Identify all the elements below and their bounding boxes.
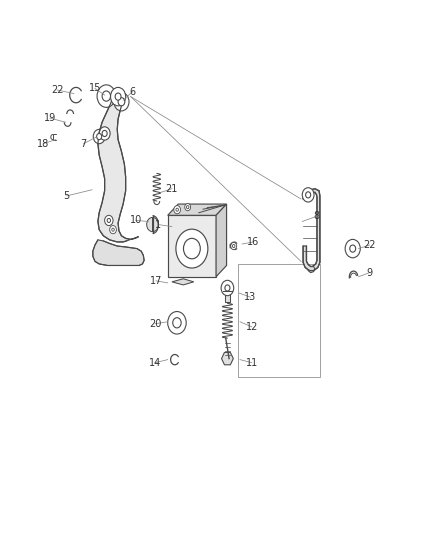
Circle shape <box>345 239 360 258</box>
Circle shape <box>187 206 189 209</box>
Circle shape <box>102 131 107 136</box>
Text: 22: 22 <box>363 240 376 250</box>
Circle shape <box>114 93 129 111</box>
Wedge shape <box>147 217 159 232</box>
Circle shape <box>176 229 208 268</box>
Polygon shape <box>93 240 144 265</box>
Circle shape <box>306 192 311 198</box>
Circle shape <box>221 280 234 296</box>
Text: 1: 1 <box>155 220 161 230</box>
Text: 11: 11 <box>246 358 258 368</box>
Circle shape <box>97 85 116 107</box>
Polygon shape <box>303 189 320 271</box>
Polygon shape <box>222 352 233 365</box>
Circle shape <box>350 245 356 252</box>
Text: 20: 20 <box>149 319 161 329</box>
Text: 15: 15 <box>89 84 101 93</box>
Text: 9: 9 <box>367 268 373 278</box>
Text: 8: 8 <box>314 212 320 221</box>
Circle shape <box>97 133 102 140</box>
Circle shape <box>184 238 200 259</box>
Text: 10: 10 <box>130 215 142 225</box>
Circle shape <box>115 93 121 100</box>
Circle shape <box>233 245 235 247</box>
Circle shape <box>110 225 117 234</box>
Polygon shape <box>216 204 226 277</box>
Circle shape <box>110 87 126 106</box>
Polygon shape <box>225 291 230 302</box>
Circle shape <box>185 204 191 211</box>
Circle shape <box>174 206 180 214</box>
Circle shape <box>176 208 178 211</box>
Text: 6: 6 <box>130 86 136 96</box>
Text: 7: 7 <box>81 139 87 149</box>
Text: 14: 14 <box>149 358 161 368</box>
Circle shape <box>112 228 114 231</box>
Text: 12: 12 <box>246 322 258 332</box>
Circle shape <box>225 285 230 291</box>
Polygon shape <box>172 279 194 285</box>
Circle shape <box>168 311 186 334</box>
Text: 18: 18 <box>37 139 49 149</box>
Text: 22: 22 <box>51 85 64 95</box>
Circle shape <box>102 91 110 101</box>
Circle shape <box>173 318 181 328</box>
Polygon shape <box>168 204 226 215</box>
Text: 21: 21 <box>166 184 178 193</box>
Circle shape <box>118 98 125 106</box>
Text: 13: 13 <box>244 292 257 302</box>
Circle shape <box>93 130 105 144</box>
Text: 5: 5 <box>64 191 70 201</box>
Text: 17: 17 <box>150 276 162 286</box>
Circle shape <box>302 188 314 202</box>
Circle shape <box>107 219 110 222</box>
Circle shape <box>99 127 110 140</box>
Text: 19: 19 <box>44 113 56 123</box>
Polygon shape <box>168 215 216 277</box>
Circle shape <box>231 243 237 249</box>
Polygon shape <box>98 96 138 242</box>
Text: 16: 16 <box>247 237 260 247</box>
Circle shape <box>105 215 113 225</box>
